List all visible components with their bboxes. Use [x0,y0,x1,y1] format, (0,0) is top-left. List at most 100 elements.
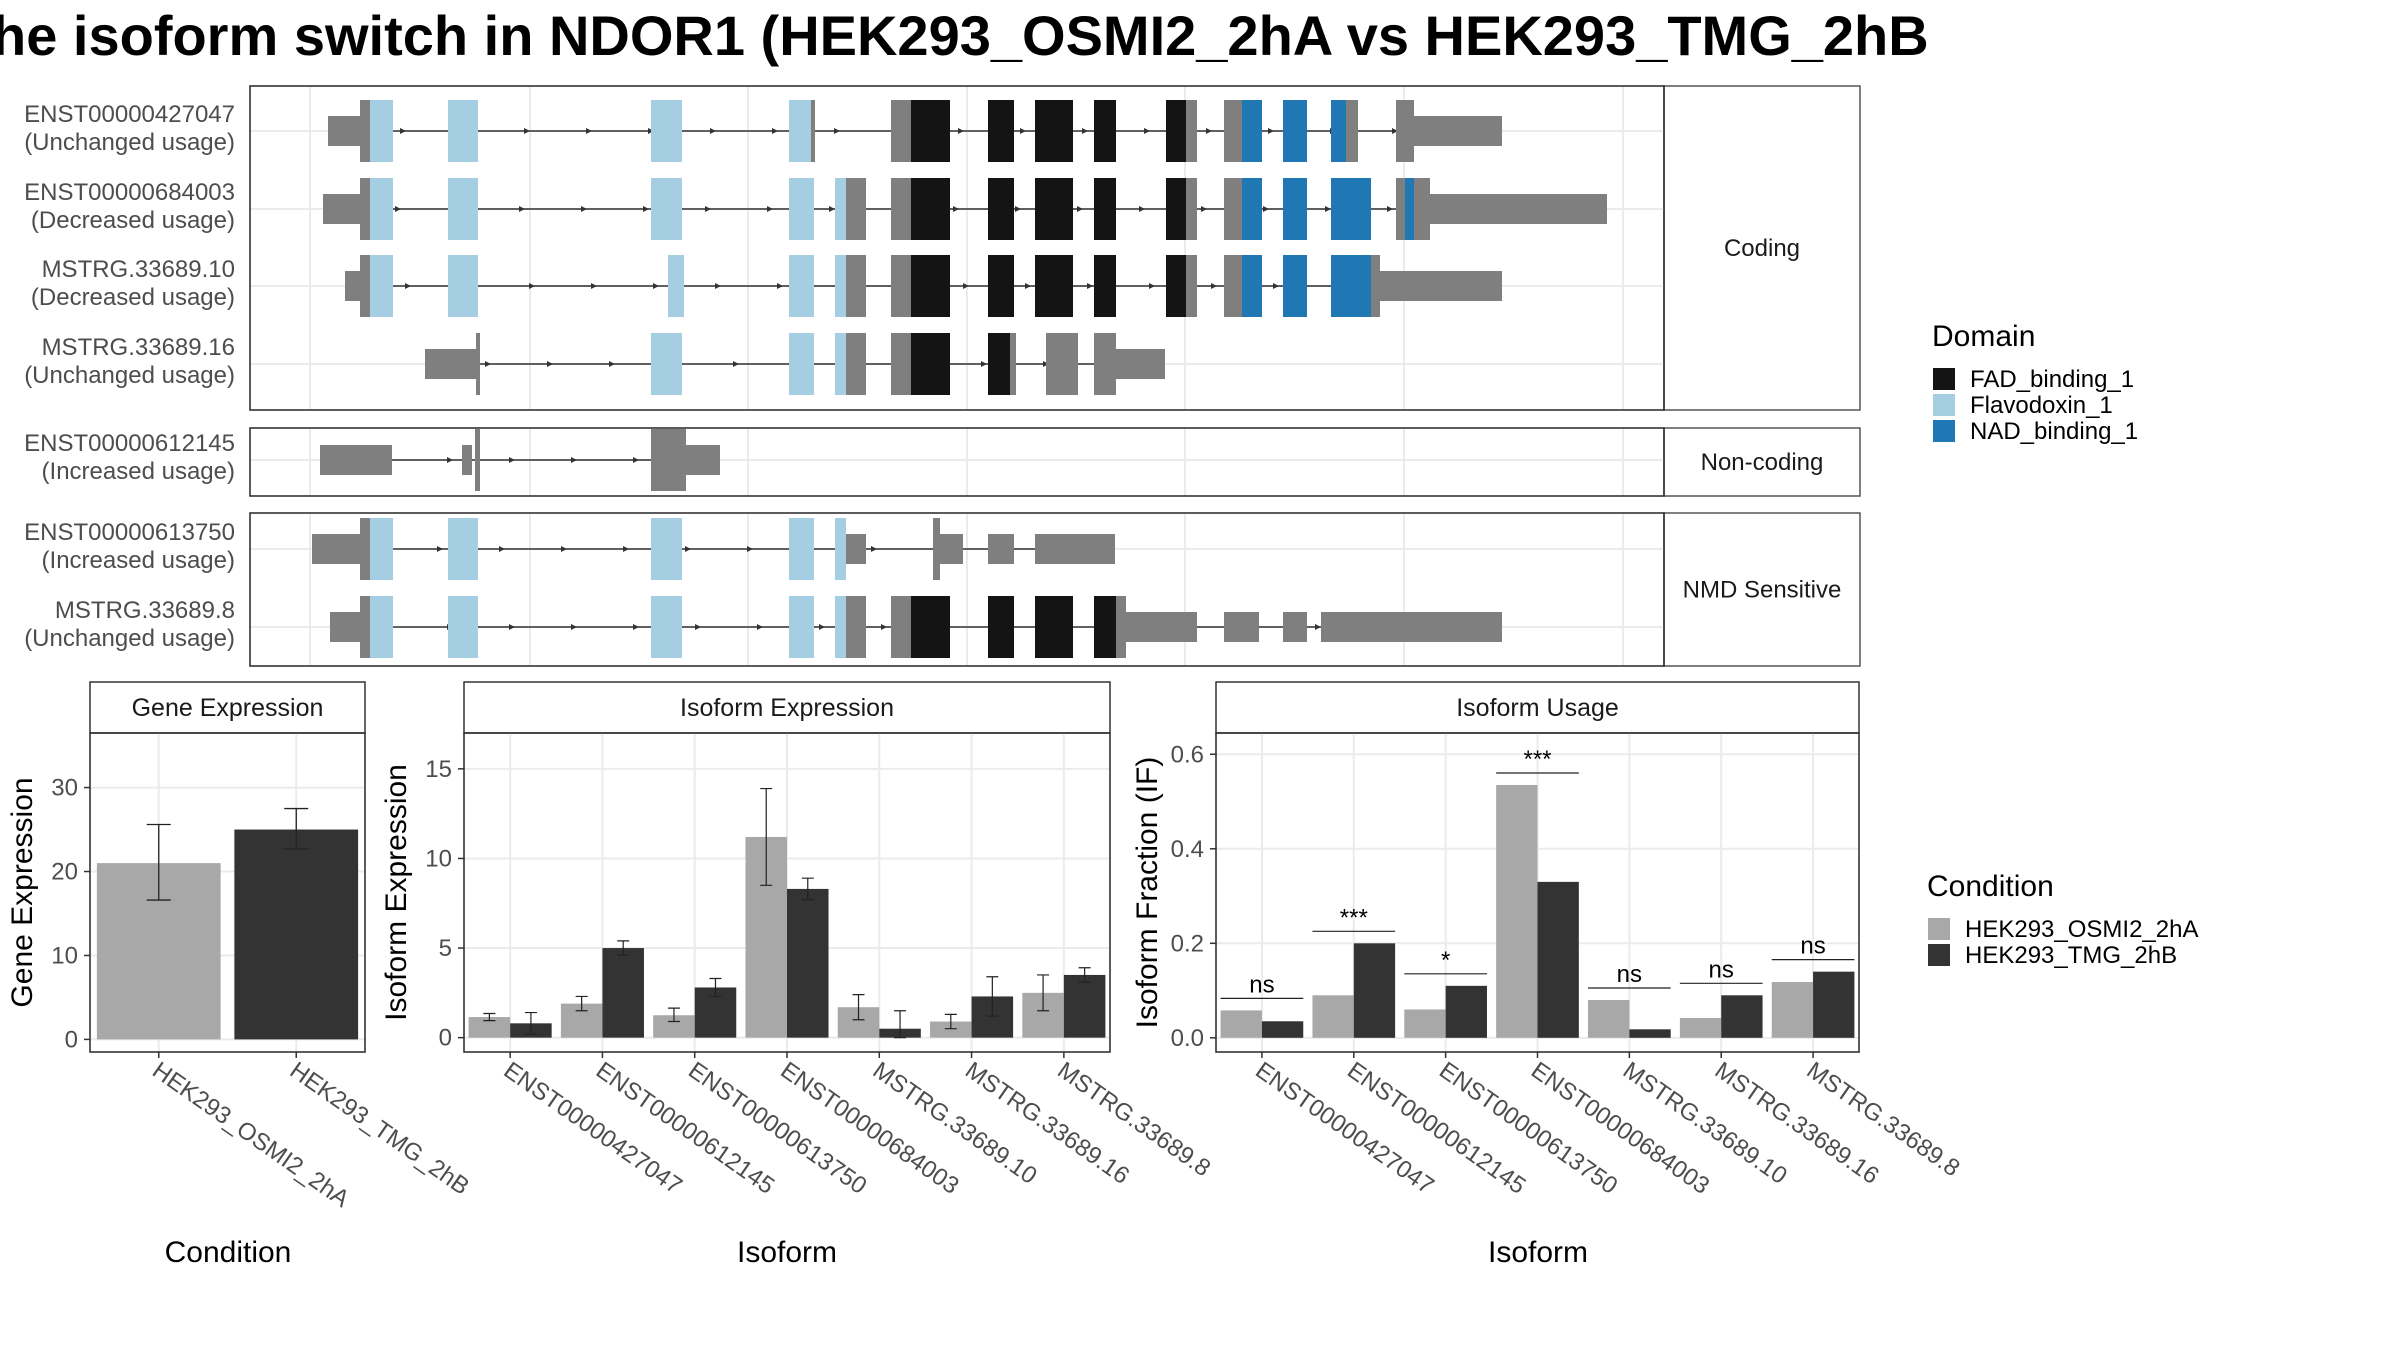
facet-strip-label: Coding [1724,235,1800,262]
exon-block [1430,194,1607,224]
structure-facet-0: Coding ENST00000427047(Unchanged usage) EN… [24,85,1861,411]
exon-block [891,255,911,317]
direction-arrow [1211,283,1217,289]
bar [1629,1029,1671,1038]
direction-arrow [747,546,753,552]
y-tick-label: 0.2 [1171,930,1204,957]
direction-arrow [633,624,639,630]
direction-arrow [733,361,739,367]
exon-block [1242,255,1262,317]
exon-block [668,255,684,317]
exon-block [651,333,682,395]
exon-block [1283,612,1307,642]
exon-block [988,534,1014,564]
bar [787,888,829,1038]
transcript-usage-label: (Increased usage) [42,547,235,574]
exon-block [360,596,370,658]
transcript-id-label: MSTRG.33689.16 [42,334,235,361]
transcript-usage-label: (Increased usage) [42,458,235,485]
direction-arrow [871,546,877,552]
direction-arrow [705,206,711,212]
exon-block [448,100,478,162]
direction-arrow [1325,206,1331,212]
facet-strip-label: Non-coding [1701,449,1824,476]
facet-panel-border [249,512,1665,667]
exon-block [345,271,360,301]
transcript-id-label: MSTRG.33689.10 [42,256,235,283]
direction-arrow [715,283,721,289]
direction-arrow [485,361,491,367]
transcript-usage-label: (Unchanged usage) [24,625,235,652]
error-bar [760,787,773,886]
exon-block [835,518,846,580]
exon-block [370,178,393,240]
direction-arrow [643,206,649,212]
x-axis-label: Isoform [1488,1236,1588,1269]
transcript-row: ENST00000427047(Unchanged usage) [24,100,1664,162]
exon-block [846,178,866,240]
bar [234,829,359,1040]
exon-block [1283,178,1307,240]
bar [1679,1017,1722,1038]
exon-block [686,445,720,475]
exon-block [1094,255,1116,317]
exon-block [835,255,846,317]
direction-arrow [1387,206,1393,212]
exon-block [1035,255,1073,317]
transcript-usage-label: (Decreased usage) [31,284,235,311]
structure-facet-1: Non-coding ENST00000612145(Increased usag… [24,427,1861,497]
bar [1496,784,1538,1038]
exon-block [1094,178,1116,240]
direction-arrow [958,128,964,134]
exon-block [1035,596,1073,658]
chart-panel-border [463,732,1111,1053]
transcript-id-label: ENST00000612145 [24,430,235,457]
exon-block [1414,178,1430,240]
error-bar [524,1011,537,1035]
exon-block [475,429,480,491]
direction-arrow [1315,624,1321,630]
significance-label: ns [1800,933,1825,960]
exon-block [891,596,911,658]
direction-arrow [586,128,592,134]
exon-block [835,178,846,240]
exon-block [911,596,950,658]
exon-block [846,333,866,395]
bar [468,1017,511,1038]
exon-block [1331,178,1371,240]
exon-block [891,333,911,395]
y-tick-label: 10 [425,845,452,872]
facet-panel-border [249,85,1665,411]
bar [1445,985,1487,1038]
exon-block [1035,534,1115,564]
direction-arrow [1015,206,1021,212]
direction-arrow [834,128,840,134]
chart-title: Isoform Expression [680,694,894,722]
condition-legend-label: HEK293_OSMI2_2hA [1965,916,2198,943]
exon-block [1046,333,1078,395]
error-bar [986,976,999,1017]
exon-block [1414,116,1502,146]
exon-block [1331,255,1371,317]
exon-block [312,534,360,564]
transcript-id-label: ENST00000684003 [24,179,235,206]
facet-strip [1663,512,1861,667]
chart-title: Gene Expression [132,694,324,722]
chart-panel-border [89,732,366,1053]
direction-arrow [633,457,639,463]
exon-block [789,518,814,580]
domain-legend-label: Flavodoxin_1 [1970,392,2113,419]
y-axis-label: Isoform Fraction (IF) [1131,757,1164,1029]
x-tick-label: MSTRG.33689.8 [1052,1057,1215,1182]
exon-block [1094,333,1116,395]
direction-arrow [653,283,659,289]
direction-arrow [547,361,553,367]
direction-arrow [981,361,987,367]
expression-charts: Gene Expression0102030HEK293_OSMI2_2hAHE… [6,681,1965,1269]
exon-block [1186,255,1197,317]
y-tick-label: 0.6 [1171,741,1204,768]
y-axis-label: Gene Expression [6,777,39,1007]
direction-arrow [609,361,615,367]
exon-block [360,178,370,240]
exon-block [988,100,1014,162]
